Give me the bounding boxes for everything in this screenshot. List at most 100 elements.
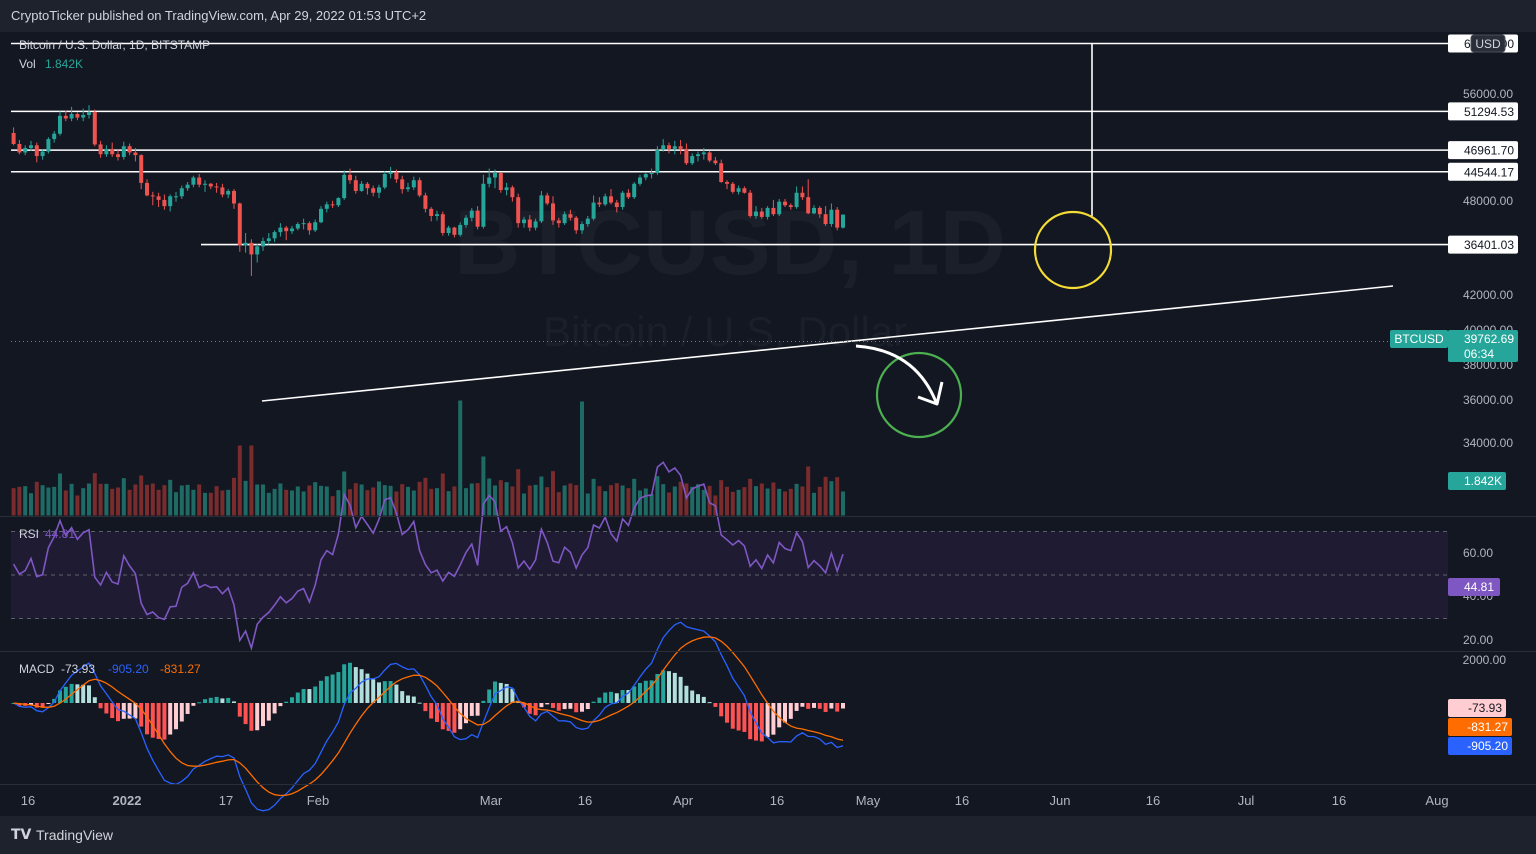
candle-body (556, 220, 561, 224)
candle-body (179, 188, 184, 197)
candle-body (382, 173, 387, 188)
candle-body (75, 114, 80, 118)
volume-bar (52, 486, 57, 516)
macd-histogram-bar (394, 684, 399, 703)
candle-body (429, 208, 434, 216)
volume-bar (185, 484, 190, 516)
candle-body (475, 210, 480, 227)
macd-histogram-bar (684, 685, 689, 703)
time-axis[interactable]: 16 2022 17 Feb Mar 16 Apr 16 May 16 Jun 16 Jul 16 Aug (21, 793, 1449, 808)
macd-histogram-bar (81, 684, 86, 703)
candle-body (371, 188, 376, 193)
published-caption: CryptoTicker published on TradingView.co… (11, 8, 427, 23)
volume-bar (696, 484, 700, 516)
candle-body (417, 180, 422, 196)
candle-body (754, 211, 758, 216)
legend-vol-value: 1.842K (45, 57, 83, 71)
macd-histogram-bar (232, 701, 236, 703)
level-label-bg (1448, 162, 1518, 181)
volume-bar (348, 489, 352, 516)
candle-body (806, 197, 811, 214)
price-axis[interactable]: 56000.0052000.0048000.0042000.0040000.00… (1448, 34, 1518, 759)
level-label: 51294.53 (1464, 105, 1514, 119)
macd-histogram-bar (307, 689, 312, 703)
macd-histogram-bar (87, 685, 91, 703)
volume-bar (208, 492, 213, 516)
macd-histogram-bar (249, 703, 254, 731)
volume-bar (377, 481, 381, 516)
candle-body (272, 232, 277, 239)
volume-bar (736, 489, 741, 516)
candle-body (603, 196, 608, 205)
volume-bar (638, 490, 642, 516)
tradingview-logo-icon[interactable]: TV (11, 827, 32, 843)
volume-bar (487, 478, 492, 516)
candle-body (783, 201, 787, 206)
macd-histogram-bar (800, 703, 805, 707)
rsi-badge: 44.81 (1464, 580, 1494, 594)
volume-bar (580, 401, 584, 516)
volume-bar (388, 485, 393, 516)
macd-histogram-bar (545, 703, 550, 705)
volume-bar (481, 456, 486, 516)
candle-body (46, 139, 51, 152)
candle-body (835, 209, 840, 228)
price-tick-label: 56000.00 (1463, 87, 1513, 101)
volume-bar (498, 480, 503, 516)
macd-histogram-bar (116, 703, 120, 722)
signal-badge-bg (1448, 718, 1512, 736)
candle-body (562, 214, 567, 224)
legend-vol-label: Vol (19, 57, 36, 71)
candle-body (400, 179, 405, 190)
price-tick-label: 48000.00 (1463, 194, 1513, 208)
macd-histogram-bar (609, 691, 613, 703)
volume-bar (632, 478, 637, 516)
rsi-line (12, 461, 844, 651)
macd-histogram-bar (272, 703, 277, 714)
candle-body (168, 196, 173, 207)
macd-histogram-bar (295, 692, 300, 703)
volume-bar (493, 485, 497, 516)
candle-body (92, 112, 97, 145)
volume-bar (400, 484, 405, 516)
candle-body (788, 205, 793, 208)
candle-body (487, 177, 492, 184)
candle-body (649, 173, 654, 175)
drawings[interactable] (261, 44, 1394, 439)
macd-histogram-bar (324, 676, 329, 703)
legend-macd-line-value: -905.20 (108, 662, 149, 676)
macd-histogram-bar (40, 703, 45, 708)
symbol-badge-bg (1390, 330, 1448, 348)
horizontal-levels[interactable] (11, 42, 1448, 246)
candle-body (812, 207, 816, 214)
macd-histogram-bar (365, 673, 370, 703)
volume-bar (203, 492, 207, 516)
candle-body (319, 208, 323, 223)
candle-body (696, 154, 700, 157)
candle-body (203, 183, 207, 185)
macd-histogram-bar (574, 703, 579, 713)
macd-histogram-bar (794, 703, 799, 711)
candle-body (34, 145, 39, 157)
candle-body (493, 173, 497, 178)
macd-histogram-bar (98, 703, 103, 709)
candle-body (748, 192, 753, 216)
volume-bar (562, 485, 567, 516)
chart-area[interactable]: BTCUSD, 1D Bitcoin / U.S. Dollar 56000.00… (0, 32, 1536, 816)
volume-bar (574, 485, 579, 516)
candle-body (313, 222, 318, 231)
volume-bar (191, 489, 196, 516)
macd-histogram-bar (290, 697, 294, 703)
legend: Bitcoin / U.S. Dollar, 1D, BITSTAMP Vol 1.… (19, 38, 210, 676)
volume-bar (353, 483, 358, 516)
volume-bar (411, 490, 416, 516)
candle-body (81, 114, 86, 118)
macd-histogram-bar (255, 703, 260, 731)
candle-body (533, 221, 538, 228)
volume-bar (127, 489, 132, 516)
volume-badge-bg (1448, 472, 1506, 490)
macd-histogram-bar (632, 686, 637, 703)
macd-histogram-bar (481, 700, 486, 703)
volume-bar (649, 494, 654, 516)
candle-body (388, 172, 393, 174)
